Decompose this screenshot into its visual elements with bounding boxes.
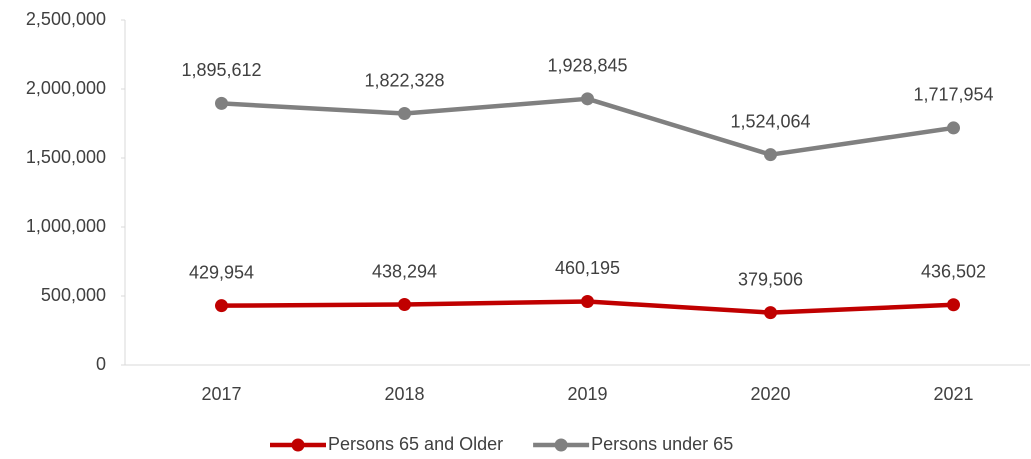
data-label: 436,502 <box>921 262 986 282</box>
point <box>947 298 960 312</box>
y-tick-label: 0 <box>96 354 106 374</box>
point <box>764 306 777 320</box>
data-label: 1,928,845 <box>547 56 627 76</box>
point <box>215 299 228 313</box>
x-tick-label: 2017 <box>201 384 241 404</box>
x-tick-label: 2018 <box>384 384 424 404</box>
legend-label: Persons under 65 <box>591 434 733 454</box>
legend-marker <box>291 438 305 452</box>
data-label: 1,524,064 <box>730 111 810 131</box>
point <box>581 92 594 106</box>
data-label: 1,717,954 <box>913 85 993 105</box>
point <box>947 121 960 135</box>
point <box>215 96 228 110</box>
y-tick-label: 2,000,000 <box>26 78 106 98</box>
data-label: 1,822,328 <box>364 70 444 90</box>
y-tick-label: 1,000,000 <box>26 216 106 236</box>
data-label: 1,895,612 <box>181 60 261 80</box>
y-tick-label: 1,500,000 <box>26 147 106 167</box>
data-label: 460,195 <box>555 258 620 278</box>
data-label: 379,506 <box>738 269 803 289</box>
point <box>398 298 411 312</box>
y-tick-label: 500,000 <box>41 285 106 305</box>
x-tick-label: 2019 <box>567 384 607 404</box>
x-tick-label: 2021 <box>933 384 973 404</box>
x-tick-label: 2020 <box>750 384 790 404</box>
data-label: 438,294 <box>372 261 437 281</box>
point <box>398 107 411 121</box>
series-line <box>221 96 954 157</box>
point <box>764 148 777 162</box>
legend-marker <box>554 438 568 452</box>
data-label: 429,954 <box>189 262 254 282</box>
legend-label: Persons 65 and Older <box>328 434 503 454</box>
point <box>581 294 594 308</box>
y-tick-label: 2,500,000 <box>26 9 106 29</box>
